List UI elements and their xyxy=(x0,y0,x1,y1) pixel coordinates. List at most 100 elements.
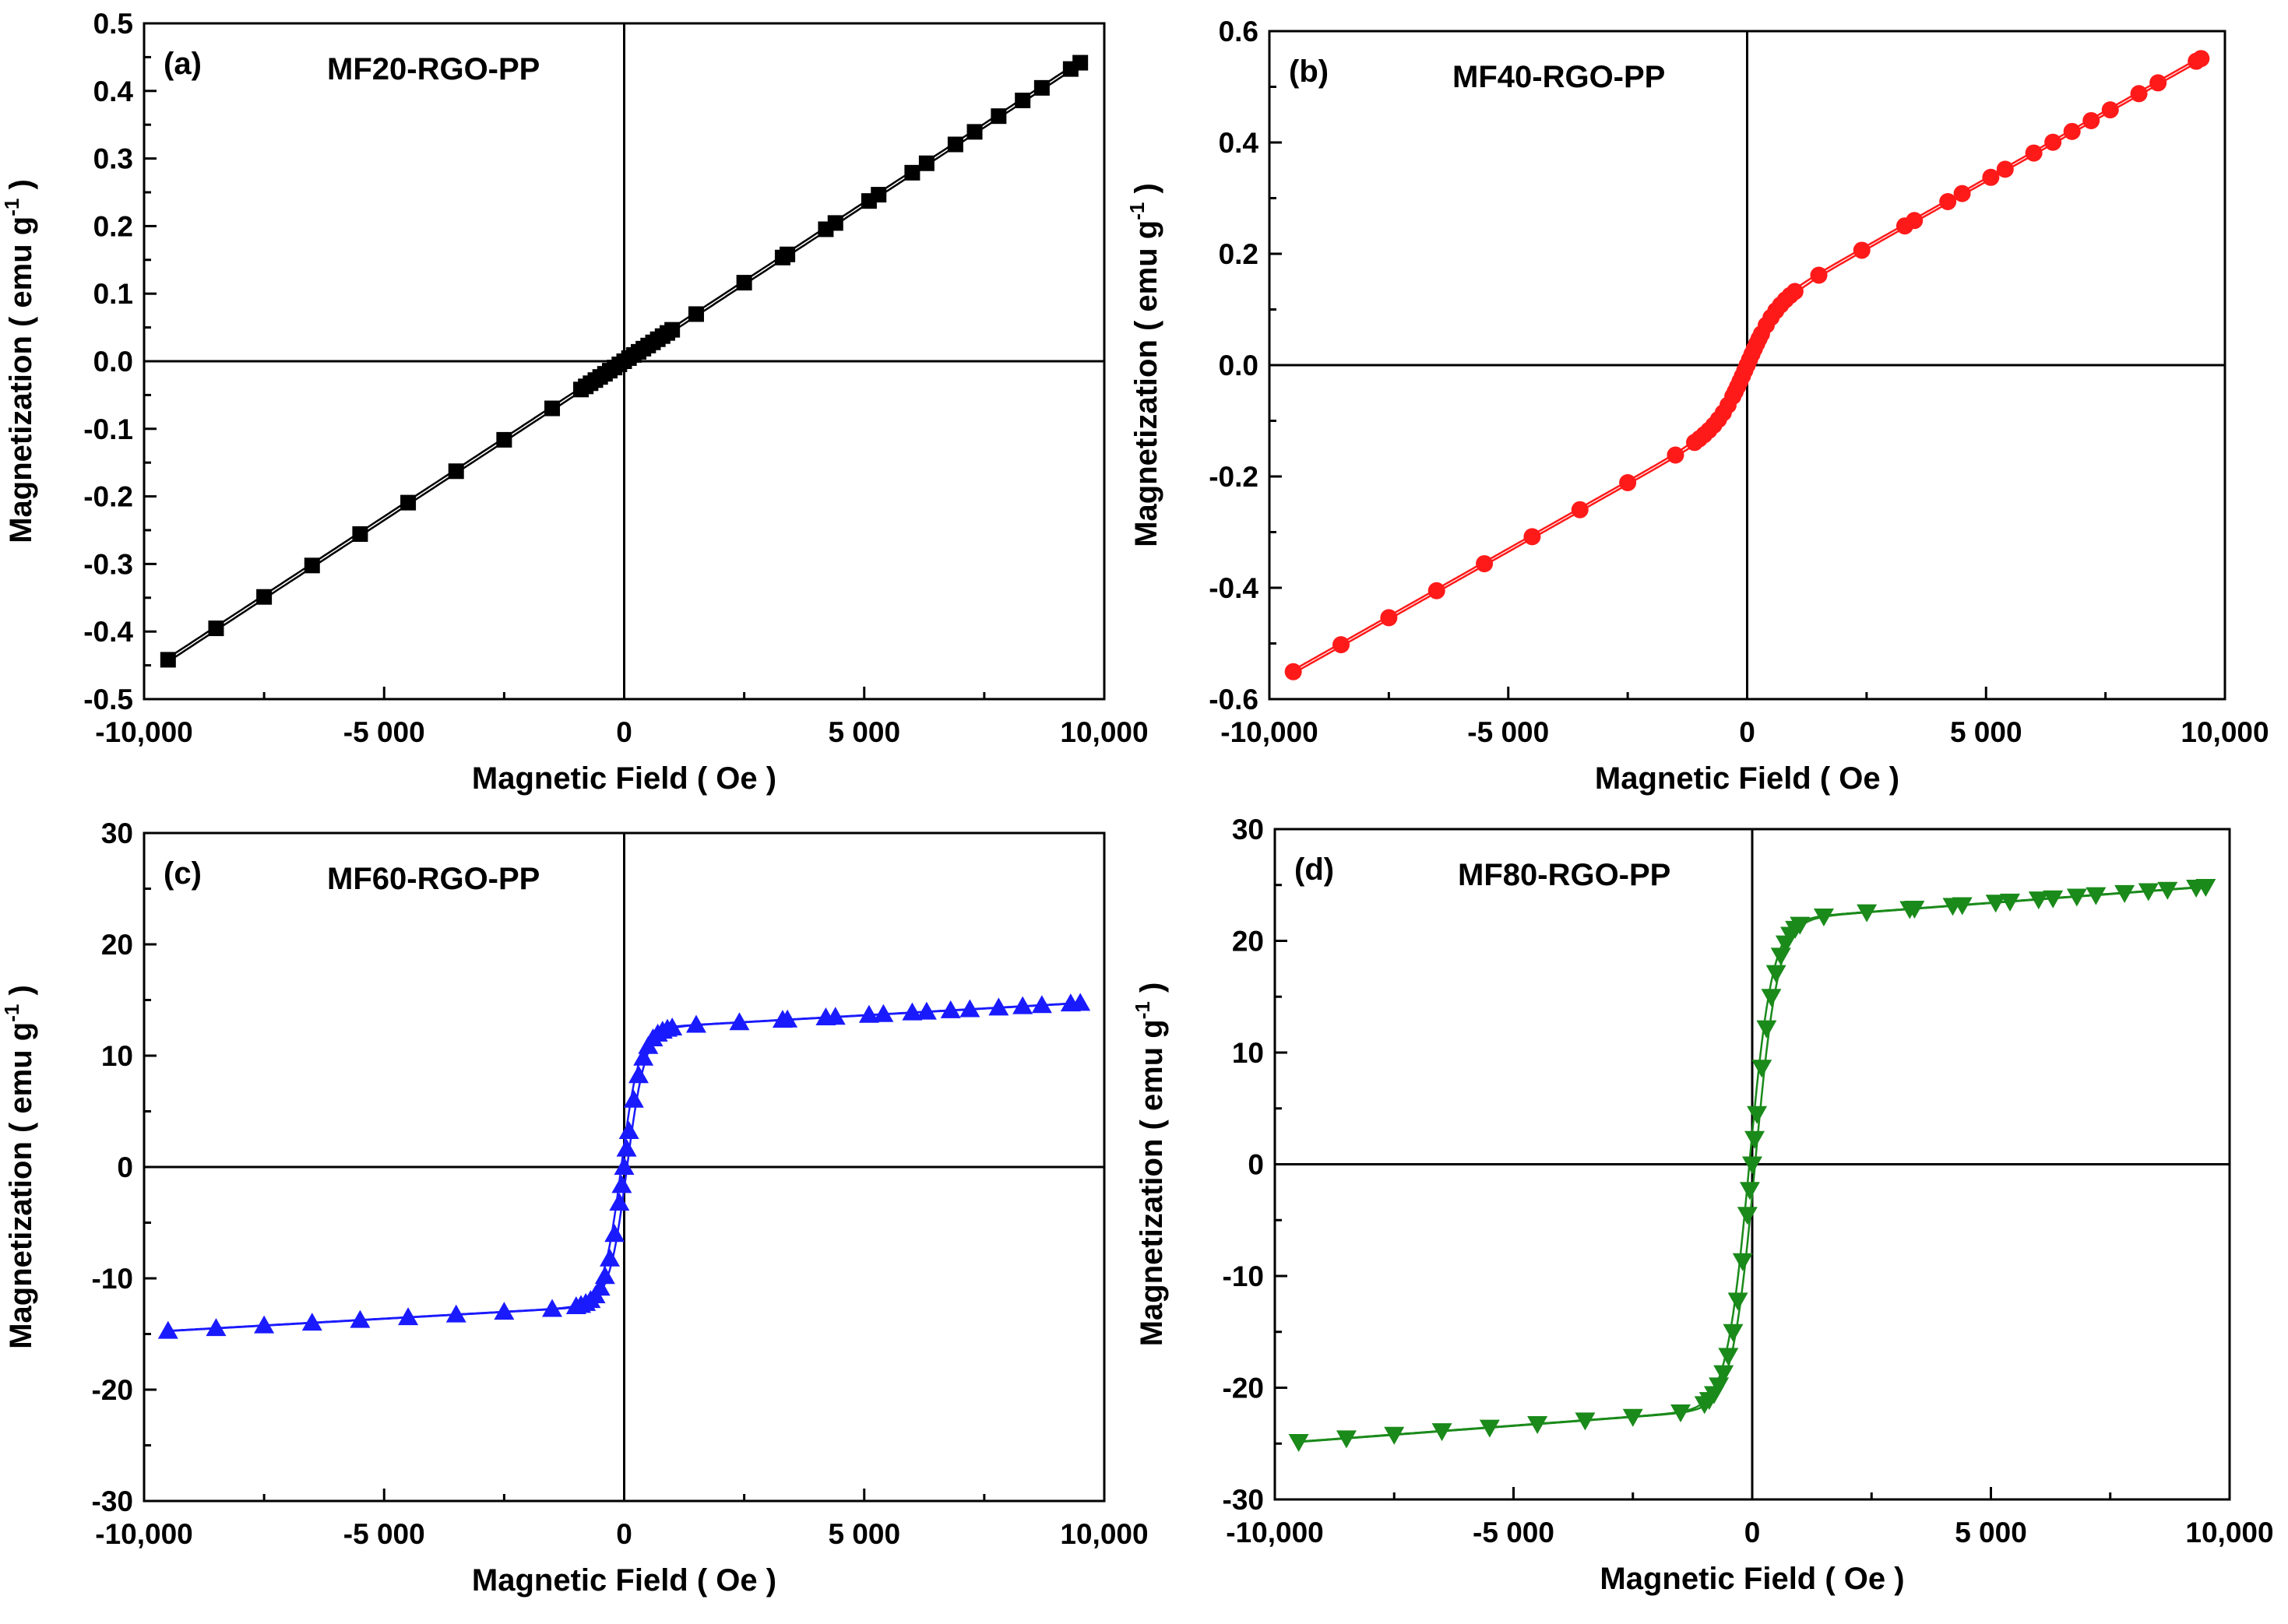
x-tick-label: 10,000 xyxy=(2181,716,2269,748)
data-point xyxy=(1619,474,1637,492)
data-point xyxy=(777,1009,798,1028)
y-tick-label: -0.2 xyxy=(83,481,133,513)
data-point xyxy=(1622,1408,1643,1427)
x-tick-label: 10,000 xyxy=(1060,716,1148,748)
data-point xyxy=(445,1304,466,1323)
data-point xyxy=(594,1266,615,1285)
y-axis-title: Magnetization ( emu g-1 ) xyxy=(1125,183,1163,547)
data-point xyxy=(1336,1430,1357,1449)
data-point xyxy=(988,997,1009,1016)
data-point xyxy=(1523,528,1541,546)
x-tick-label: -10,000 xyxy=(1220,716,1318,748)
data-point xyxy=(1853,241,1871,259)
data-point xyxy=(600,1248,621,1267)
panel-title: MF80-RGO-PP xyxy=(1458,858,1670,892)
y-tick-label: -10 xyxy=(1223,1260,1264,1292)
y-tick-label: 0 xyxy=(117,1151,133,1183)
data-point xyxy=(611,1175,632,1193)
y-tick-label: -10 xyxy=(92,1263,133,1295)
data-point xyxy=(1070,993,1091,1011)
data-point xyxy=(1332,636,1350,654)
data-point xyxy=(1427,582,1445,599)
data-point xyxy=(2000,893,2021,912)
y-tick-label: -20 xyxy=(1223,1373,1264,1404)
data-point xyxy=(959,999,980,1018)
data-point xyxy=(633,1047,654,1066)
y-tick-label: -30 xyxy=(1223,1484,1264,1516)
data-point xyxy=(1857,904,1878,923)
data-point xyxy=(2025,144,2043,162)
data-point xyxy=(2130,85,2148,103)
data-point xyxy=(1939,193,1957,211)
y-tick-label: -20 xyxy=(92,1374,133,1406)
data-point xyxy=(918,155,935,171)
y-tick-label: 20 xyxy=(101,929,133,961)
data-point xyxy=(256,589,273,605)
y-tick-label: 0.0 xyxy=(93,346,133,378)
data-point xyxy=(1770,947,1791,966)
x-tick-label: -5 000 xyxy=(1473,1517,1554,1548)
y-tick-label: 0.2 xyxy=(1219,238,1258,270)
y-tick-label: -0.4 xyxy=(1209,572,1258,604)
x-tick-label: -10,000 xyxy=(1226,1517,1324,1548)
data-point xyxy=(1982,168,2000,186)
y-axis-title: Magnetization ( emu g-1 ) xyxy=(1131,982,1169,1347)
panel-title: MF20-RGO-PP xyxy=(327,52,540,86)
data-point xyxy=(825,1007,846,1025)
data-point xyxy=(2086,887,2107,905)
y-tick-label: 20 xyxy=(1232,926,1264,958)
data-point xyxy=(1431,1423,1452,1442)
data-point xyxy=(448,463,464,480)
data-point xyxy=(1479,1419,1500,1438)
data-point xyxy=(206,1318,227,1337)
y-tick-label: 0.1 xyxy=(93,278,133,310)
data-point xyxy=(208,620,224,637)
x-axis-title: Magnetic Field ( Oe ) xyxy=(472,761,776,796)
data-point xyxy=(1031,995,1052,1014)
y-tick-label: 0.6 xyxy=(1219,16,1258,47)
data-point xyxy=(616,1138,637,1157)
data-point xyxy=(1571,501,1589,518)
data-point xyxy=(2157,881,2178,900)
data-point xyxy=(2138,883,2159,902)
x-tick-label: 5 000 xyxy=(828,716,900,748)
x-tick-label: 0 xyxy=(1744,1517,1761,1548)
panel-title: MF40-RGO-PP xyxy=(1452,60,1665,94)
data-point xyxy=(2066,888,2087,907)
x-tick-label: 5 000 xyxy=(828,1518,900,1550)
y-tick-label: 30 xyxy=(1232,814,1264,845)
data-point xyxy=(991,108,1007,125)
data-point xyxy=(1756,1020,1777,1039)
panel-title: MF60-RGO-PP xyxy=(327,862,540,896)
x-tick-label: -5 000 xyxy=(343,1518,425,1550)
data-point xyxy=(623,1089,644,1108)
data-point xyxy=(1761,989,1782,1007)
chart-panel-1: -10,000 -5 000 0 5 000 10,000 -0.6 -0.4 -0.2 0.0… xyxy=(1125,16,2269,796)
data-point xyxy=(1288,1433,1309,1452)
data-point xyxy=(940,1000,961,1018)
data-point xyxy=(685,1014,706,1033)
y-tick-label: -0.4 xyxy=(83,616,133,648)
data-point xyxy=(1996,160,2014,178)
data-point xyxy=(304,557,320,574)
y-tick-label: 0.2 xyxy=(93,210,133,242)
data-point xyxy=(1952,897,1973,916)
data-point xyxy=(1953,185,1971,202)
data-point xyxy=(1810,266,1828,284)
x-axis-title: Magnetic Field ( Oe ) xyxy=(472,1563,776,1598)
x-tick-label: 5 000 xyxy=(1950,716,2022,748)
data-point xyxy=(614,1157,635,1175)
data-point xyxy=(1718,1348,1739,1366)
data-point xyxy=(827,215,843,231)
data-point xyxy=(664,322,681,338)
y-tick-label: 0 xyxy=(1248,1149,1264,1181)
data-point xyxy=(1575,1412,1596,1431)
data-point xyxy=(1765,965,1786,983)
x-tick-label: 0 xyxy=(1739,716,1755,748)
data-point xyxy=(1739,1182,1760,1200)
data-point xyxy=(590,1278,611,1296)
y-tick-label: 30 xyxy=(101,817,133,849)
data-point xyxy=(966,124,983,140)
x-axis-title: Magnetic Field ( Oe ) xyxy=(1600,1562,1904,1596)
panel-label: (b) xyxy=(1289,54,1329,89)
